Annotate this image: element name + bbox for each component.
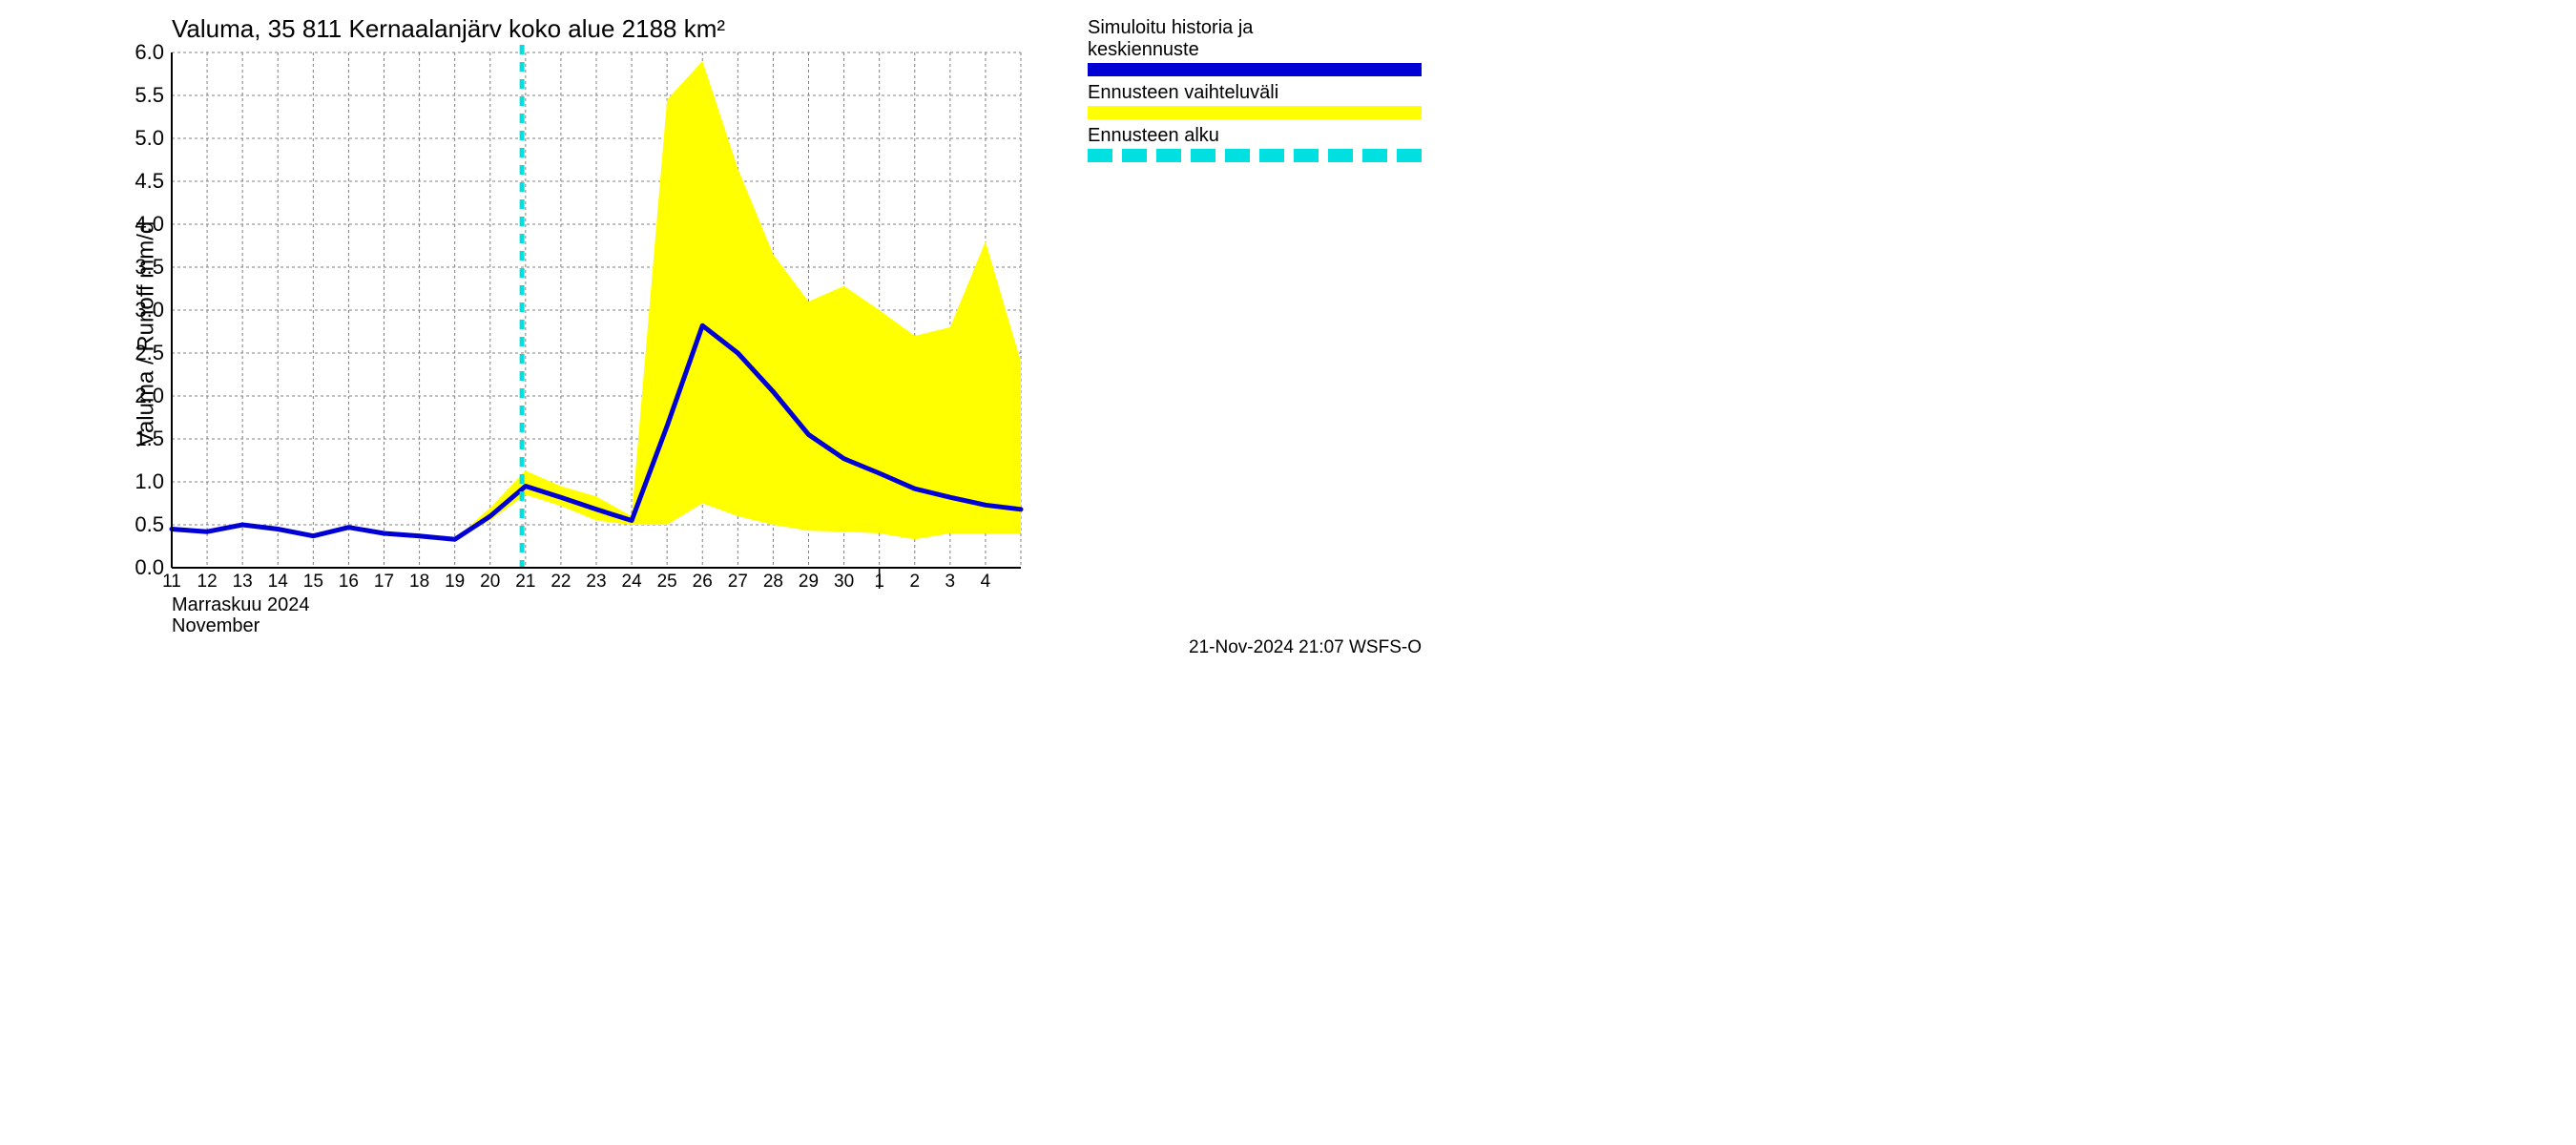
x-tick-label: 2 — [909, 572, 920, 593]
page-root: Valuma, 35 811 Kernaalanjärv koko alue 2… — [0, 0, 1431, 668]
x-tick-label: 19 — [445, 572, 465, 593]
month-label-fi: Marraskuu 2024 — [172, 594, 310, 616]
y-tick-label: 0.0 — [135, 555, 164, 580]
x-tick-label: 21 — [515, 572, 535, 593]
legend-item-marker: Ennusteen alku — [1088, 125, 1422, 162]
x-tick-label: 29 — [799, 572, 819, 593]
y-tick-label: 2.5 — [135, 341, 164, 365]
chart-svg — [172, 52, 1021, 568]
x-tick-label: 15 — [303, 572, 323, 593]
x-tick-label: 12 — [197, 572, 218, 593]
y-tick-label: 2.0 — [135, 384, 164, 408]
chart-title: Valuma, 35 811 Kernaalanjärv koko alue 2… — [172, 14, 725, 44]
x-tick-label: 26 — [693, 572, 713, 593]
month-label-en: November — [172, 615, 260, 637]
y-tick-label: 5.0 — [135, 126, 164, 151]
legend-label-mean-l2: keskiennuste — [1088, 39, 1422, 61]
x-tick-label: 24 — [622, 572, 642, 593]
x-tick-label: 28 — [763, 572, 783, 593]
x-tick-label: 16 — [339, 572, 359, 593]
x-tick-label: 18 — [409, 572, 429, 593]
legend-label-marker: Ennusteen alku — [1088, 125, 1422, 147]
y-tick-label: 3.0 — [135, 298, 164, 323]
y-tick-label: 5.5 — [135, 83, 164, 108]
x-tick-label: 11 — [162, 572, 181, 593]
x-tick-label: 1 — [874, 572, 884, 593]
legend: Simuloitu historia ja keskiennuste Ennus… — [1088, 17, 1422, 168]
legend-label-mean-l1: Simuloitu historia ja — [1088, 17, 1422, 39]
x-tick-label: 30 — [834, 572, 854, 593]
x-tick-label: 20 — [480, 572, 500, 593]
legend-swatch-band — [1088, 106, 1422, 119]
legend-item-mean: Simuloitu historia ja keskiennuste — [1088, 17, 1422, 76]
x-tick-label: 25 — [657, 572, 677, 593]
y-tick-label: 1.5 — [135, 427, 164, 451]
x-tick-label: 4 — [981, 572, 991, 593]
y-tick-label: 6.0 — [135, 40, 164, 65]
legend-label-band: Ennusteen vaihteluväli — [1088, 82, 1422, 104]
y-tick-label: 0.5 — [135, 512, 164, 537]
y-tick-label: 1.0 — [135, 469, 164, 494]
y-tick-label: 3.5 — [135, 255, 164, 280]
x-tick-label: 27 — [728, 572, 748, 593]
x-tick-label: 17 — [374, 572, 394, 593]
x-tick-label: 14 — [268, 572, 288, 593]
x-tick-label: 3 — [945, 572, 956, 593]
x-tick-label: 13 — [233, 572, 253, 593]
legend-item-band: Ennusteen vaihteluväli — [1088, 82, 1422, 119]
x-tick-label: 22 — [551, 572, 571, 593]
legend-swatch-marker — [1088, 149, 1422, 162]
plot-area: 0.00.51.01.52.02.53.03.54.04.55.05.56.01… — [172, 52, 1021, 568]
y-tick-label: 4.0 — [135, 212, 164, 237]
x-tick-label: 23 — [586, 572, 606, 593]
y-tick-label: 4.5 — [135, 169, 164, 194]
legend-swatch-mean — [1088, 63, 1422, 76]
timestamp: 21-Nov-2024 21:07 WSFS-O — [1189, 637, 1422, 658]
